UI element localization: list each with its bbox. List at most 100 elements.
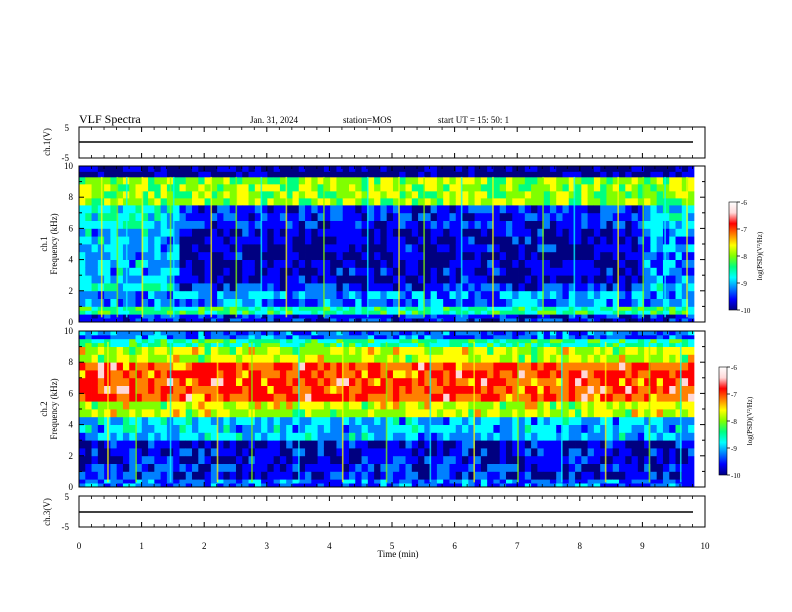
spectrogram-cell [587, 479, 595, 484]
spectrogram-cell [549, 342, 557, 347]
spectrogram-cell [223, 448, 231, 457]
spectrogram-cell [575, 334, 582, 340]
spectrogram-cell [612, 306, 620, 311]
spectrogram-cell [141, 354, 149, 363]
spectrogram-cell [424, 236, 432, 245]
spectrogram-cell [298, 205, 306, 214]
spectrogram-cell [204, 176, 212, 185]
spectrogram-cell [487, 346, 494, 355]
spectrogram-cell [487, 331, 494, 336]
spectrogram-cell [455, 176, 463, 185]
spectrogram-cell [587, 236, 595, 245]
spectrogram-cell [681, 220, 689, 229]
spectrogram-cell [392, 432, 400, 441]
spectrogram-cell [361, 354, 369, 363]
spectrogram-cell [223, 483, 231, 488]
spectrogram-cell [512, 212, 519, 221]
y-tick-label: 0 [69, 482, 74, 492]
spectrogram-cell [374, 440, 381, 449]
spectrogram-cell [386, 244, 394, 253]
spectrogram-cell [487, 212, 494, 221]
spectrogram-cell [430, 212, 438, 221]
spectrogram-cell [122, 377, 130, 386]
spectrogram-cell [556, 370, 563, 379]
spectrogram-cell [631, 362, 639, 371]
spectrogram-cell [229, 346, 237, 355]
spectrogram-cell [443, 416, 450, 425]
spectrogram-cell [267, 171, 275, 178]
spectrogram-cell [656, 283, 664, 292]
spectrogram-cell [392, 290, 400, 299]
spectrogram-cell [135, 283, 143, 292]
spectrogram-cell [631, 251, 639, 260]
spectrogram-cell [254, 176, 262, 185]
spectrogram-cell [537, 370, 545, 379]
spectrogram-cell [537, 334, 545, 340]
spectrogram-cell [600, 479, 607, 484]
spectrogram-cell [342, 409, 350, 418]
spectrogram-cell [116, 448, 124, 457]
spectrogram-cell [242, 362, 249, 371]
spectrogram-cell [399, 171, 406, 178]
spectrogram-cell [487, 401, 494, 410]
spectrogram-cell [449, 362, 457, 371]
spectrogram-cell [367, 393, 375, 402]
spectrogram-cell [612, 448, 620, 457]
spectrogram-cell [688, 362, 695, 371]
spectrogram-cell [637, 306, 645, 311]
spectrogram-cell [493, 463, 501, 472]
spectrogram-cell [549, 334, 557, 340]
spectrogram-cell [141, 176, 149, 185]
spectrogram-cell [110, 483, 118, 488]
spectrogram-cell [267, 483, 275, 488]
spectrogram-cell [493, 338, 501, 344]
spectrogram-cell [273, 331, 281, 336]
spectrogram-cell [543, 424, 551, 433]
spectrogram-cell [424, 220, 432, 229]
spectrogram-cell [79, 318, 86, 323]
spectrogram-cell [575, 318, 582, 323]
spectrogram-cell [154, 463, 162, 472]
spectrogram-cell [217, 334, 224, 340]
spectrogram-cell [116, 212, 124, 221]
spectrogram-cell [229, 310, 237, 315]
spectrogram-cell [581, 290, 589, 299]
spectrogram-cell [217, 267, 224, 276]
spectrogram-cell [342, 393, 350, 402]
spectrogram-cell [587, 440, 595, 449]
spectrogram-cell [480, 409, 488, 418]
spectrogram-cell [91, 393, 99, 402]
spectrogram-cell [543, 385, 551, 394]
spectrogram-cell [593, 401, 601, 410]
spectrogram-cell [430, 455, 438, 464]
spectrogram-cell [562, 190, 570, 199]
spectrogram-cell [91, 205, 99, 214]
spectrogram-cell [656, 251, 664, 260]
spectrogram-cell [355, 416, 362, 425]
spectrogram-cell [173, 377, 180, 386]
spectrogram-cell [593, 220, 601, 229]
spectrogram-cell [97, 455, 105, 464]
spectrogram-cell [173, 310, 180, 315]
spectrogram-cell [474, 432, 482, 441]
impulsive-burst [298, 341, 300, 483]
spectrogram-cell [273, 424, 281, 433]
spectrogram-cell [198, 220, 205, 229]
spectrogram-cell [292, 409, 300, 418]
spectrogram-cell [267, 362, 275, 371]
spectrogram-cell [135, 197, 143, 206]
spectrogram-cell [336, 275, 344, 284]
spectrogram-cell [204, 432, 212, 441]
spectrogram-cell [518, 310, 526, 315]
spectrogram-cell [261, 463, 268, 472]
spectrogram-cell [79, 283, 86, 292]
spectrogram-cell [342, 318, 350, 323]
spectrogram-cell [185, 377, 193, 386]
spectrogram-cell [242, 354, 249, 363]
spectrogram-cell [179, 483, 187, 488]
spectrogram-cell [424, 471, 432, 480]
spectrogram-cell [468, 267, 475, 276]
spectrogram-cell [185, 334, 193, 340]
spectrogram-cell [531, 416, 538, 425]
spectrogram-cell [148, 346, 155, 355]
